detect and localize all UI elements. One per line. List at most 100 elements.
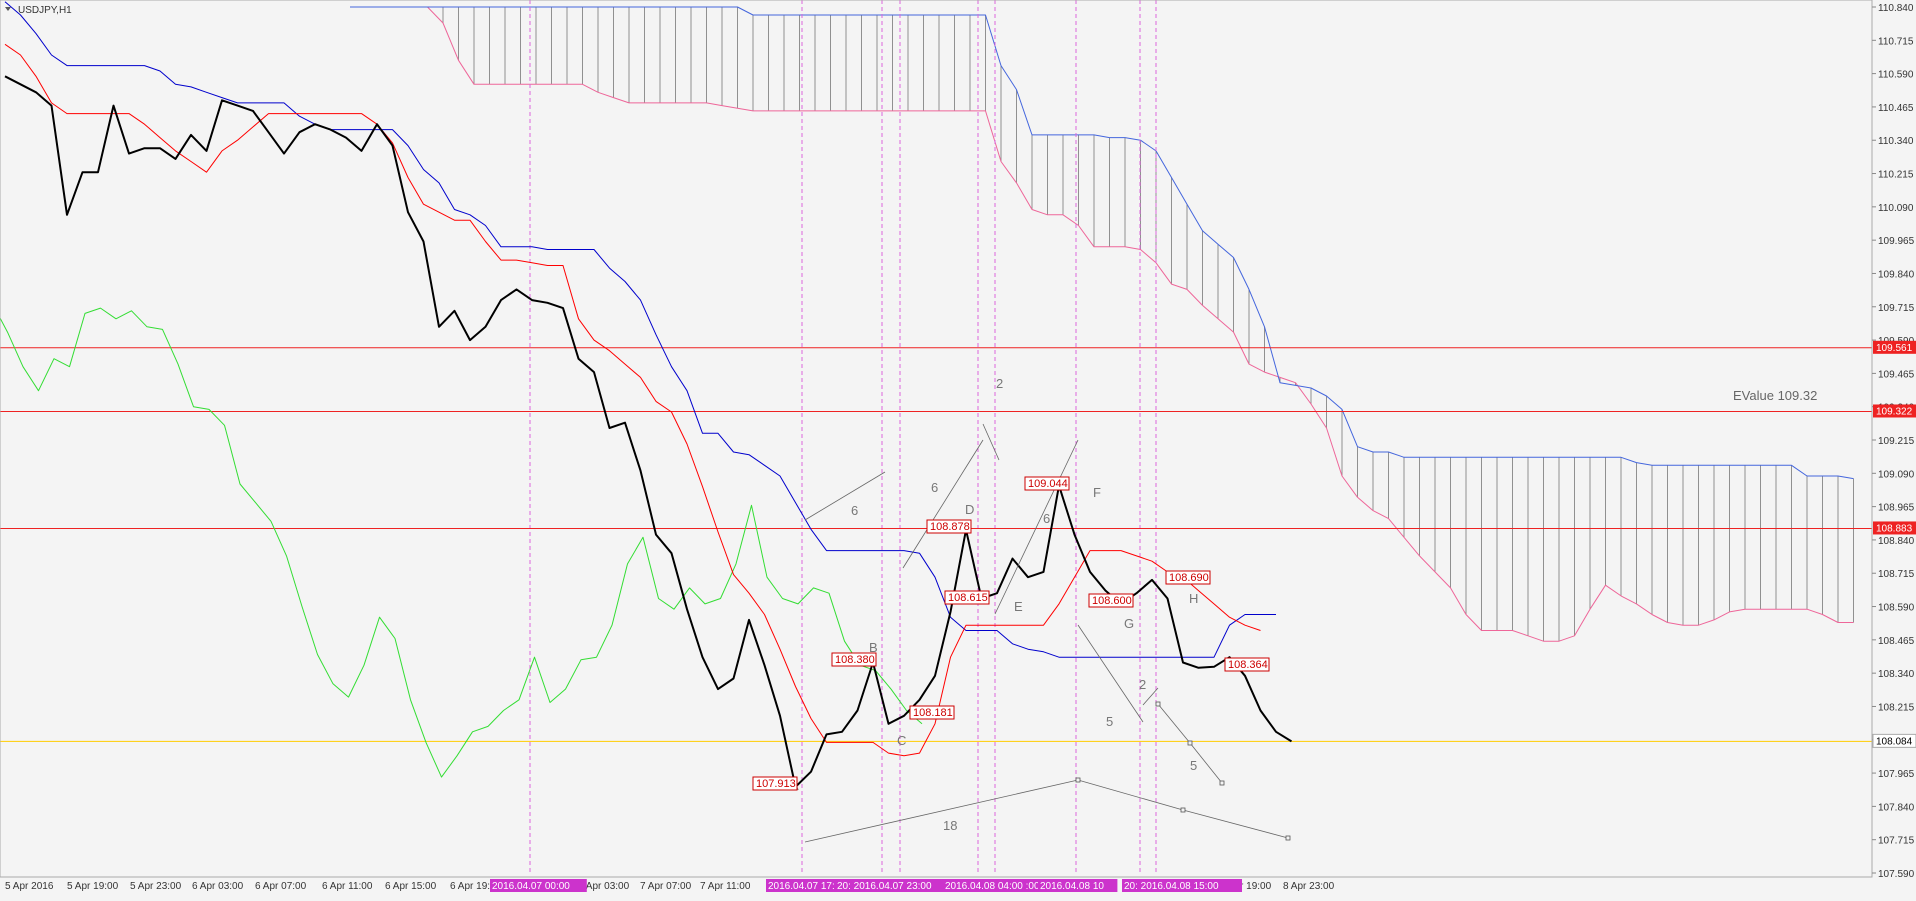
- price-axis-tag-label: 109.561: [1876, 343, 1913, 354]
- vertical-lines: [529, 0, 1157, 875]
- price-label-box: [909, 705, 955, 720]
- y-tick-label: 110.715: [1878, 36, 1914, 47]
- y-tick-label: 109.465: [1878, 369, 1915, 380]
- x-tick-label: 6 Apr 03:00: [192, 881, 244, 892]
- y-tick-label: 107.590: [1878, 869, 1915, 880]
- wave-annotation-line: [982, 423, 1000, 461]
- price-label-text: 108.600: [1092, 595, 1132, 607]
- annotation-anchor: [1180, 807, 1186, 813]
- wave-label-b: B: [869, 640, 878, 655]
- price-axis-tag-label: 108.883: [1876, 523, 1913, 534]
- x-tick-label: 6 Apr 07:00: [255, 881, 307, 892]
- wave-annotation-line: [1077, 624, 1144, 723]
- wave-count-label: 6: [1043, 511, 1050, 526]
- wave-annotation-line: [902, 439, 984, 569]
- senkou-span-a-line: [350, 6, 1854, 642]
- x-tick-label: 5 Apr 2016: [5, 881, 54, 892]
- price-label-box: [1088, 593, 1134, 608]
- wave-annotation-line: [1142, 687, 1159, 706]
- time-marker-tag: [1122, 879, 1242, 892]
- x-tick-label: 6 Apr 15:00: [385, 881, 437, 892]
- chart-title: USDJPY,H1: [18, 5, 72, 16]
- y-tick-label: 108.965: [1878, 503, 1915, 514]
- wave-annotation-line: [1157, 703, 1191, 744]
- annotation-anchor: [1155, 701, 1161, 707]
- y-tick-label: 108.590: [1878, 603, 1915, 614]
- price-label-text: 108.615: [948, 592, 988, 604]
- wave-annotation-line: [1077, 779, 1184, 811]
- price-label-box: [752, 776, 798, 791]
- evalue-label: EValue 109.32: [1733, 388, 1817, 403]
- title-dropdown-icon[interactable]: [5, 7, 11, 11]
- plot-background: [0, 0, 1872, 877]
- price-label-text: 108.690: [1169, 572, 1209, 584]
- ichimoku-cloud: [350, 6, 1854, 642]
- wave-label-d: D: [965, 502, 974, 517]
- x-tick-label: 8 Apr 19:00: [1220, 881, 1272, 892]
- price-label-text: 108.181: [913, 707, 953, 719]
- wave-count-label: 6: [851, 503, 858, 518]
- y-tick-label: 109.840: [1878, 269, 1915, 280]
- y-tick-label: 110.090: [1878, 203, 1914, 214]
- x-tick-label: 6 Apr 11:00: [322, 881, 373, 892]
- annotation-anchor: [1187, 740, 1193, 746]
- price-labels: 107.913 108.380 108.181 108.878 108.615 109.0…: [752, 476, 1270, 791]
- indicator-lines: [0, 1, 1293, 788]
- annotation-anchor: [1285, 835, 1291, 841]
- wave-label-c: C: [897, 733, 906, 748]
- wave-annotation-line: [1182, 809, 1289, 839]
- wave-count-label: 18: [943, 818, 957, 833]
- price-axis-tag-label: 109.322: [1876, 406, 1913, 417]
- chikou-span-line: [0, 307, 923, 778]
- price-axis-tag: [1872, 733, 1916, 748]
- price-label-box: [926, 519, 972, 534]
- wave-annotation-line: [994, 439, 1079, 615]
- time-marker-tag: [943, 879, 1063, 892]
- wave-annotation-line: [1189, 742, 1223, 784]
- x-tick-label: 8 Apr 23:00: [1283, 881, 1335, 892]
- wave-label-e: E: [1014, 599, 1023, 614]
- time-marker-label: 2016.04.07 00:00: [492, 881, 570, 892]
- y-tick-label: 110.590: [1878, 70, 1914, 81]
- y-tick-label: 107.965: [1878, 769, 1915, 780]
- wave-label-g: G: [1124, 616, 1134, 631]
- annotation-anchor: [1075, 777, 1081, 783]
- price-label-box: [1165, 570, 1211, 585]
- y-tick-label: 110.215: [1878, 170, 1914, 181]
- y-tick-label: 110.340: [1878, 136, 1914, 147]
- wave-count-label: 2: [1139, 677, 1146, 692]
- plot-frame: [0, 0, 1873, 878]
- price-label-text: 108.364: [1228, 659, 1268, 671]
- price-label-text: 109.044: [1028, 478, 1068, 490]
- y-tick-label: 107.840: [1878, 802, 1915, 813]
- price-label-box: [944, 590, 990, 605]
- price-axis-tag: [1873, 521, 1916, 535]
- x-tick-label: 5 Apr 19:00: [67, 881, 119, 892]
- horizontal-lines: [0, 347, 1872, 742]
- time-marker-label: 2016.04.08 04:00 :00: [945, 881, 1040, 892]
- y-tick-label: 109.965: [1878, 236, 1915, 247]
- time-marker-label: 2016.04.08 10: [1040, 881, 1104, 892]
- tenkan-sen-line: [4, 43, 1261, 757]
- price-label-box: [1024, 476, 1070, 491]
- y-tick-label: 109.215: [1878, 436, 1915, 447]
- senkou-span-b-line: [350, 6, 1854, 480]
- price-label-text: 108.380: [835, 654, 875, 666]
- y-tick-label: 108.465: [1878, 636, 1915, 647]
- wave-label-f: F: [1093, 485, 1101, 500]
- wave-count-label: 5: [1190, 758, 1197, 773]
- price-label-box: [831, 652, 877, 667]
- x-tick-label: 6 Apr 19:00: [450, 881, 502, 892]
- wave-count-label: 5: [1106, 714, 1113, 729]
- price-axis-tag: [1873, 404, 1916, 418]
- y-tick-label: 108.215: [1878, 702, 1915, 713]
- price-axis-tag-label: 108.084: [1876, 736, 1913, 747]
- time-marker-label: 2016.04.07 17:00: [768, 881, 846, 892]
- wave-annotation-line: [804, 471, 886, 521]
- time-marker-label: 20: 2016.04.07 23:00: [837, 881, 932, 892]
- y-tick-label: 110.465: [1878, 103, 1914, 114]
- x-tick-label: 7 Apr 11:00: [700, 881, 751, 892]
